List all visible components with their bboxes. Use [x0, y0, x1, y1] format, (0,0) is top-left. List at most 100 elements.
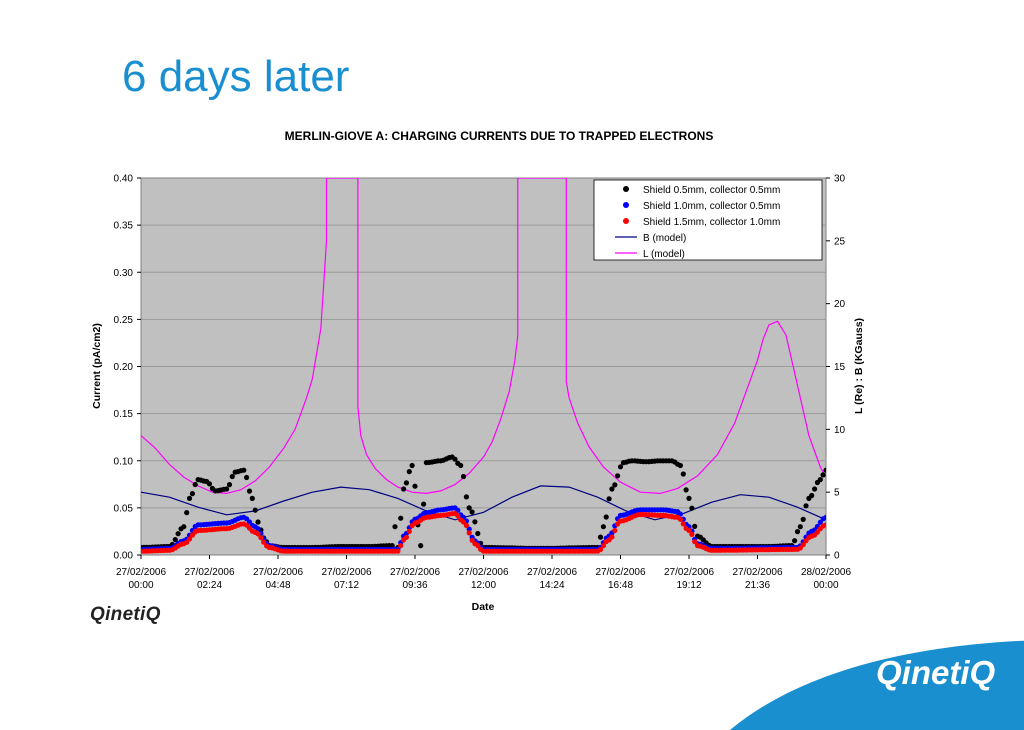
marker-shield-15 [398, 543, 404, 549]
y2-axis-title: L (Re) : B (KGauss) [853, 318, 865, 414]
marker-shield-15 [823, 522, 826, 528]
marker-shield-15 [406, 528, 412, 535]
marker-shield-05 [469, 509, 475, 515]
y-tick-label: 0.25 [114, 315, 134, 326]
legend-box [593, 179, 823, 261]
marker-shield-15 [689, 531, 695, 538]
legend: Shield 0.5mm, collector 0.5mm Shield 1.0m… [593, 179, 823, 261]
corner-swoosh [730, 640, 1024, 730]
marker-shield-10 [466, 526, 472, 532]
marker-shield-05 [812, 486, 818, 492]
marker-shield-15 [612, 527, 618, 534]
marker-shield-05 [820, 472, 826, 478]
x-tick-label-time: 09:36 [402, 580, 427, 591]
l-model-line [141, 178, 826, 495]
marker-shield-05 [603, 514, 609, 520]
y-tick-label: 0.20 [114, 362, 134, 373]
marker-shield-15 [692, 539, 698, 545]
series-clip-group [141, 178, 826, 554]
x-tick-label-date: 27/02/2006 [116, 567, 166, 578]
y2-tick-label: 20 [834, 299, 846, 310]
legend-label: Shield 1.0mm, collector 0.5mm [643, 201, 780, 212]
marker-shield-05 [463, 494, 469, 500]
marker-shield-15 [186, 536, 193, 542]
x-tick-label-date: 27/02/2006 [527, 567, 577, 578]
chart: MERLIN-GIOVE A: CHARGING CURRENTS DUE TO… [91, 129, 865, 613]
marker-shield-15 [609, 534, 615, 540]
marker-shield-05 [255, 519, 261, 525]
x-tick-label-date: 27/02/2006 [664, 567, 714, 578]
marker-shield-15 [597, 546, 604, 553]
marker-shield-05 [597, 534, 604, 540]
marker-shield-15 [455, 513, 461, 519]
marker-shield-15 [677, 516, 684, 523]
y-tick-label: 0.00 [114, 551, 134, 562]
marker-shield-05 [412, 483, 418, 489]
marker-shield-15 [600, 543, 607, 549]
qinetiq-logo-small: QinetiQ [90, 604, 161, 625]
marker-shield-05 [809, 492, 815, 499]
marker-shield-15 [460, 519, 467, 525]
marker-shield-05 [472, 519, 478, 525]
marker-shield-15 [403, 534, 409, 540]
marker-shield-05 [452, 456, 458, 462]
x-tick-label-date: 27/02/2006 [253, 567, 303, 578]
marker-shield-05 [800, 516, 806, 523]
x-tick-label-date: 28/02/2006 [801, 567, 851, 578]
x-tick-label-date: 27/02/2006 [458, 567, 508, 578]
marker-shield-05 [406, 469, 412, 475]
qinetiq-logo-large: QinetiQ [876, 654, 996, 691]
y-axis-title: Current (pA/cm2) [91, 323, 103, 409]
marker-shield-05 [817, 477, 823, 483]
marker-shield-05 [475, 530, 481, 537]
y-tick-label: 0.10 [114, 456, 134, 467]
marker-shield-05 [803, 503, 809, 509]
marker-shield-05 [692, 523, 698, 530]
y-axis-right: 0 5 10 15 20 25 30 [826, 174, 846, 562]
legend-label: Shield 1.5mm, collector 1.0mm [643, 217, 780, 228]
marker-shield-10 [823, 514, 826, 520]
marker-shield-05 [226, 482, 233, 488]
marker-shield-15 [258, 535, 264, 541]
marker-shield-05 [224, 486, 230, 492]
x-tick-label-time: 00:00 [813, 580, 838, 591]
marker-shield-05 [689, 505, 695, 511]
x-tick-label-time: 04:48 [265, 580, 290, 591]
x-tick-label-date: 27/02/2006 [321, 567, 371, 578]
marker-shield-15 [800, 542, 806, 548]
marker-shield-05 [600, 524, 607, 530]
marker-shield-05 [206, 481, 213, 487]
marker-shield-05 [403, 480, 409, 486]
marker-shield-05 [683, 487, 689, 493]
marker-shield-05 [609, 486, 615, 492]
marker-shield-15 [261, 539, 267, 545]
marker-shield-05 [617, 464, 624, 470]
x-tick-label-time: 14:24 [539, 580, 564, 591]
marker-shield-05 [612, 482, 618, 488]
marker-shield-05 [797, 524, 803, 530]
y-tick-label: 0.30 [114, 268, 134, 279]
marker-shield-05 [392, 524, 398, 530]
x-tick-label-time: 00:00 [128, 580, 153, 591]
x-tick-label-time: 07:12 [334, 580, 359, 591]
marker-shield-15 [466, 530, 472, 536]
x-tick-label-time: 16:48 [608, 580, 633, 591]
marker-shield-10 [255, 526, 261, 532]
x-tick-label-time: 19:12 [676, 580, 701, 591]
marker-shield-05 [418, 543, 424, 549]
marker-shield-05 [680, 471, 686, 477]
marker-shield-05 [421, 501, 427, 507]
x-axis: 27/02/2006 00:00 27/02/2006 02:24 27/02/2006… [116, 555, 851, 591]
marker-shield-15 [686, 527, 692, 534]
marker-shield-05 [184, 509, 190, 516]
y2-tick-label: 0 [834, 551, 840, 562]
marker-shield-05 [398, 515, 404, 521]
legend-label: Shield 0.5mm, collector 0.5mm [643, 185, 780, 196]
legend-marker [623, 186, 629, 192]
y-tick-label: 0.15 [114, 409, 134, 420]
x-tick-label-time: 02:24 [197, 580, 222, 591]
marker-shield-05 [252, 507, 258, 513]
x-tick-label-date: 27/02/2006 [732, 567, 782, 578]
x-axis-title: Date [472, 601, 495, 613]
y2-tick-label: 15 [834, 362, 846, 373]
